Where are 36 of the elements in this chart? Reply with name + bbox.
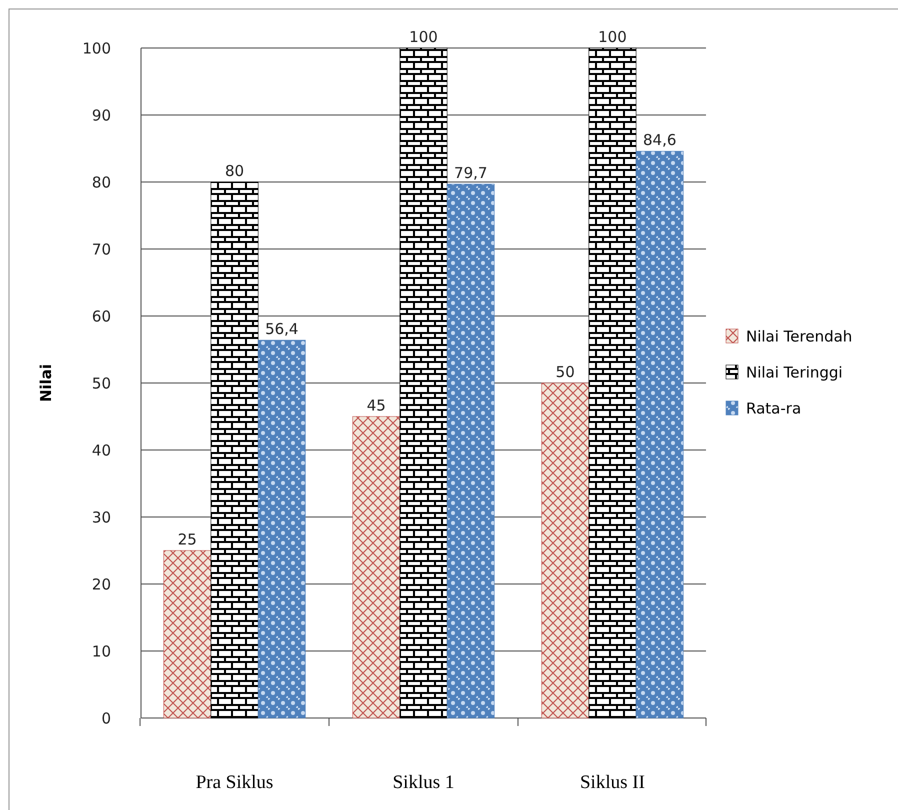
legend-label: Rata-ra [746, 399, 802, 418]
bar [352, 416, 400, 718]
y-tick-label: 40 [92, 441, 111, 460]
legend-label: Nilai Teringgi [746, 363, 843, 382]
data-label: 50 [556, 363, 575, 381]
data-label: 100 [598, 28, 627, 46]
x-tick-label: Siklus II [580, 772, 645, 793]
y-tick-label: 80 [92, 173, 111, 192]
data-label: 100 [409, 28, 438, 46]
bar [163, 550, 212, 718]
y-tick-label: 60 [92, 307, 111, 326]
data-label: 80 [224, 162, 244, 180]
x-tick-label: Siklus 1 [392, 772, 454, 793]
data-label: 84,6 [643, 131, 676, 150]
bar [636, 150, 684, 718]
y-tick-label: 70 [92, 240, 111, 258]
y-tick-label: 100 [82, 39, 111, 58]
x-tick-label: Pra Siklus [196, 772, 274, 793]
y-tick-label: 30 [92, 508, 111, 526]
bar [258, 340, 306, 718]
bar [400, 48, 448, 718]
y-tick-label: 90 [92, 106, 111, 124]
y-tick-label: 50 [92, 374, 111, 392]
y-tick-label: 20 [92, 575, 111, 594]
bar [446, 184, 495, 718]
bar [588, 48, 636, 718]
legend-label: Nilai Terendah [746, 327, 852, 346]
y-tick-label: 10 [92, 642, 111, 660]
y-axis-title: Nilai [37, 364, 55, 402]
y-tick-label: 0 [101, 709, 111, 728]
data-label: 25 [178, 530, 197, 548]
data-label: 45 [366, 396, 386, 414]
data-label: 56,4 [265, 320, 298, 338]
bar [541, 382, 590, 718]
data-label: 79,7 [454, 164, 488, 182]
bar [210, 182, 258, 718]
